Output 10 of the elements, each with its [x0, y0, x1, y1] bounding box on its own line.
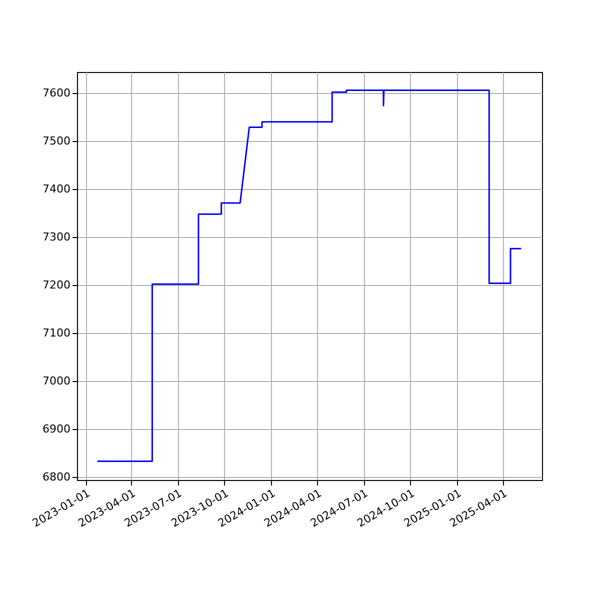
y-tick-label: 7000 — [42, 374, 70, 388]
y-tick-label: 7500 — [42, 134, 70, 148]
y-tick-label: 7600 — [42, 86, 70, 100]
y-tick-label: 6800 — [42, 470, 70, 484]
y-tick-label: 7300 — [42, 230, 70, 244]
y-tick-label: 6900 — [42, 422, 70, 436]
y-tick-label: 7100 — [42, 326, 70, 340]
y-tick-label: 7200 — [42, 278, 70, 292]
line-series — [96, 89, 522, 462]
y-tick-label: 7400 — [42, 182, 70, 196]
